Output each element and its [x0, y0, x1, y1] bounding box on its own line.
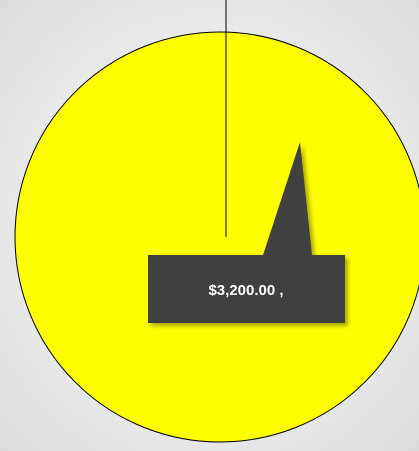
pie-slice — [14, 31, 419, 443]
data-label: $3,200.00 , — [208, 282, 283, 299]
labels: $3,200.00 , — [148, 142, 345, 323]
pie — [14, 31, 419, 443]
callout-box — [148, 142, 345, 323]
